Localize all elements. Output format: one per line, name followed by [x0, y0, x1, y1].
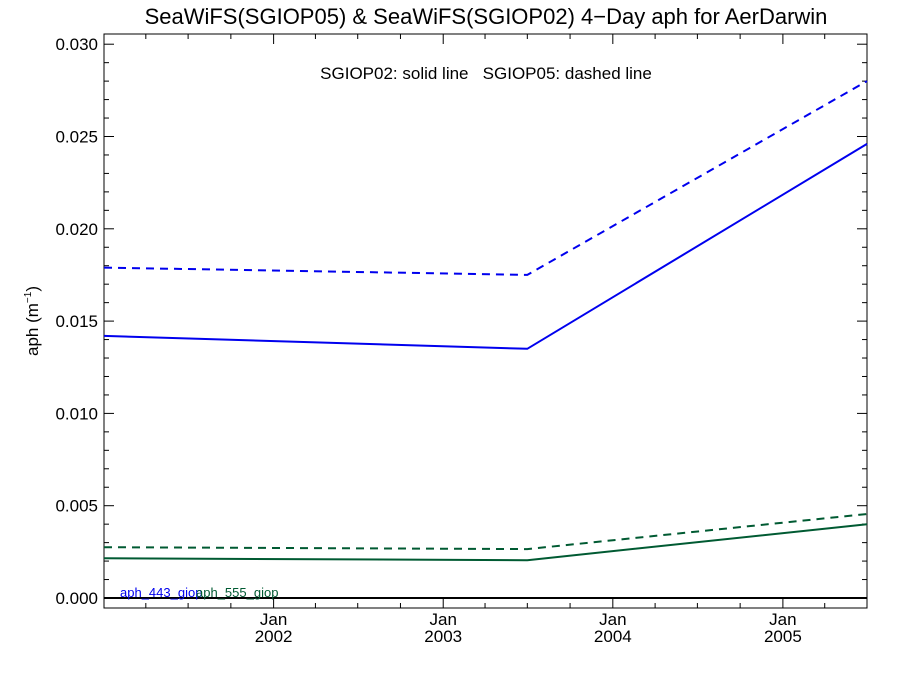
y-tick-label: 0.005 [55, 497, 98, 516]
legend-label-aph_555_giop: aph_555_giop [196, 585, 278, 600]
x-tick-label-month: Jan [599, 610, 626, 629]
series-aph_555_giop-sgiop02-solid [103, 523, 868, 562]
plot-frame [103, 33, 868, 609]
x-tick-label-month: Jan [430, 610, 457, 629]
y-tick-label: 0.000 [55, 589, 98, 608]
y-axis-label-suffix: ) [23, 286, 42, 292]
series-layer [103, 80, 868, 599]
chart-title: SeaWiFS(SGIOP05) & SeaWiFS(SGIOP02) 4−Da… [145, 4, 828, 29]
series-aph_443_giop-sgiop02-solid [103, 143, 868, 350]
x-tick-label-year: 2002 [255, 627, 293, 646]
series-aph_443_giop-sgiop05-dashed [103, 80, 868, 276]
x-tick-label-month: Jan [769, 610, 796, 629]
x-tick-label-year: 2005 [764, 627, 802, 646]
y-axis-ticks: 0.000 0.005 0.010 0.015 0.020 0.025 0.030 [55, 35, 867, 608]
legend-label-aph_443_giop: aph_443_giop [120, 585, 202, 600]
y-tick-label: 0.015 [55, 312, 98, 331]
x-tick-label-year: 2004 [594, 627, 632, 646]
y-tick-label: 0.025 [55, 128, 98, 147]
y-tick-label: 0.020 [55, 220, 98, 239]
x-tick-label-year: 2003 [424, 627, 462, 646]
plot-border [103, 33, 868, 609]
y-axis-label-exponent: −1 [23, 291, 34, 303]
line-style-annotation: SGIOP02: solid line SGIOP05: dashed line [320, 64, 652, 83]
series-aph_555_giop-sgiop05-dashed [103, 513, 868, 551]
y-tick-label: 0.030 [55, 35, 98, 54]
y-tick-label: 0.010 [55, 404, 98, 423]
y-axis-label-main: aph (m [23, 303, 42, 356]
y-axis-label: aph (m−1) [23, 286, 42, 356]
x-tick-label-month: Jan [260, 610, 287, 629]
